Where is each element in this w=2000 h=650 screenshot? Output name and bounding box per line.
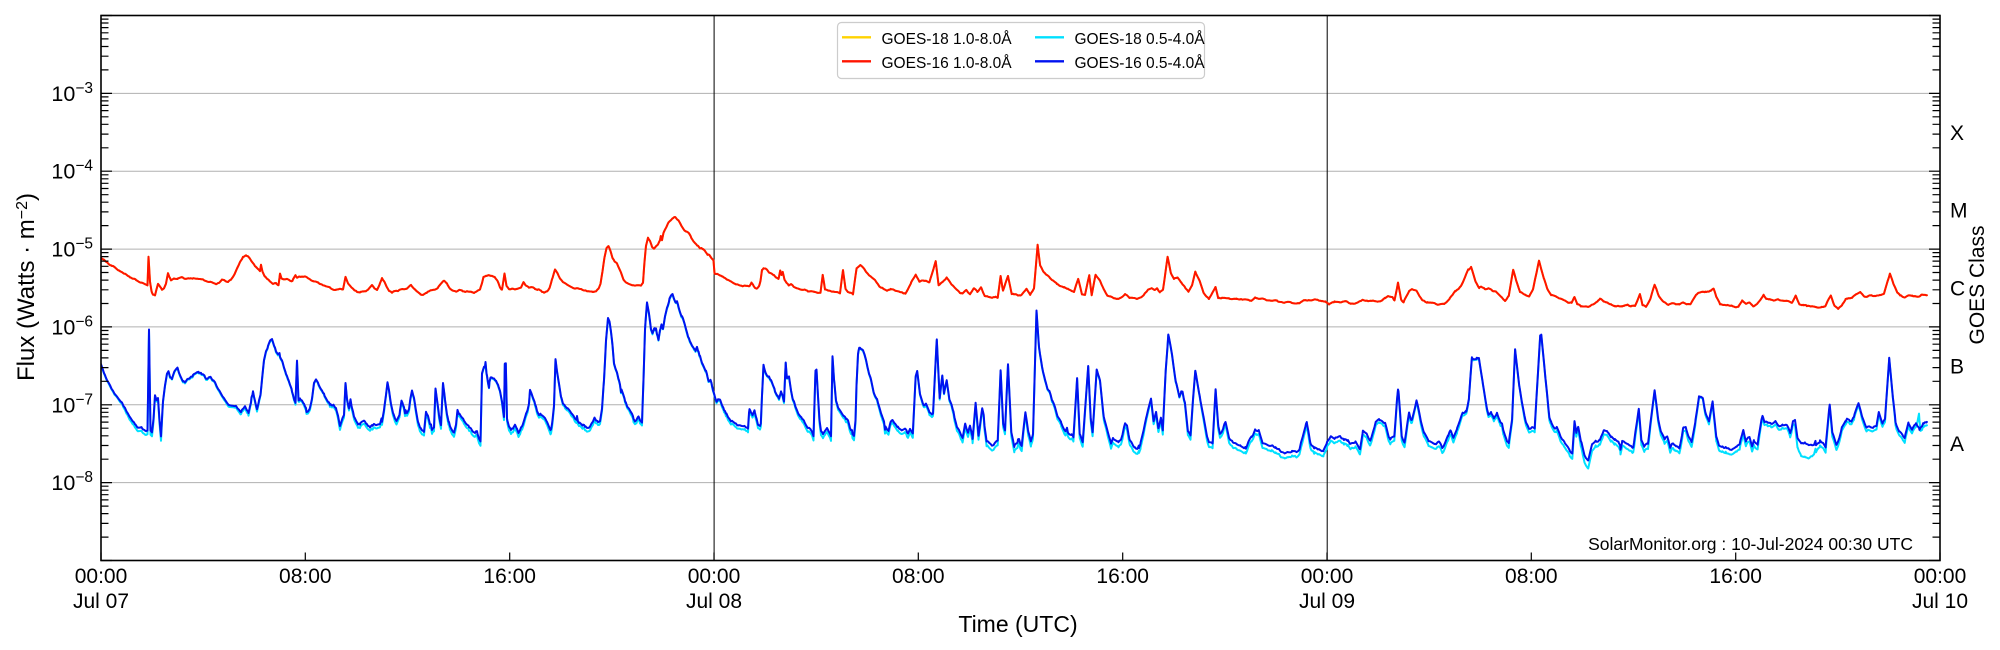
svg-text:B: B	[1950, 355, 1964, 378]
svg-text:Time (UTC): Time (UTC)	[958, 611, 1077, 637]
svg-text:08:00: 08:00	[279, 565, 332, 588]
svg-text:C: C	[1950, 278, 1965, 301]
svg-text:16:00: 16:00	[483, 565, 536, 588]
svg-text:10−4: 10−4	[51, 158, 93, 184]
svg-text:00:00: 00:00	[1301, 565, 1354, 588]
svg-text:00:00: 00:00	[688, 565, 741, 588]
svg-text:Jul 10: Jul 10	[1912, 590, 1968, 613]
svg-text:GOES Class: GOES Class	[1966, 225, 1989, 344]
svg-text:GOES-16 0.5-4.0Å: GOES-16 0.5-4.0Å	[1075, 55, 1206, 72]
svg-text:GOES-18 1.0-8.0Å: GOES-18 1.0-8.0Å	[882, 31, 1013, 48]
svg-text:X: X	[1950, 122, 1964, 145]
svg-text:Jul 08: Jul 08	[686, 590, 742, 613]
svg-text:10−3: 10−3	[51, 80, 93, 106]
svg-text:00:00: 00:00	[1914, 565, 1967, 588]
svg-text:A: A	[1950, 433, 1964, 456]
svg-text:SolarMonitor.org : 10-Jul-2024: SolarMonitor.org : 10-Jul-2024 00:30 UTC	[1588, 534, 1913, 554]
svg-text:GOES-16 1.0-8.0Å: GOES-16 1.0-8.0Å	[882, 55, 1013, 72]
svg-text:Jul 07: Jul 07	[73, 590, 129, 613]
svg-text:00:00: 00:00	[75, 565, 128, 588]
svg-text:GOES-18 0.5-4.0Å: GOES-18 0.5-4.0Å	[1075, 31, 1206, 48]
svg-text:Flux (Watts · m−2): Flux (Watts · m−2)	[13, 193, 40, 381]
svg-text:10−8: 10−8	[51, 469, 93, 495]
svg-text:M: M	[1950, 200, 1968, 223]
svg-text:16:00: 16:00	[1709, 565, 1762, 588]
svg-text:08:00: 08:00	[1505, 565, 1558, 588]
svg-text:Jul 09: Jul 09	[1299, 590, 1355, 613]
svg-text:16:00: 16:00	[1096, 565, 1149, 588]
svg-text:10−6: 10−6	[51, 313, 93, 339]
svg-text:08:00: 08:00	[892, 565, 945, 588]
